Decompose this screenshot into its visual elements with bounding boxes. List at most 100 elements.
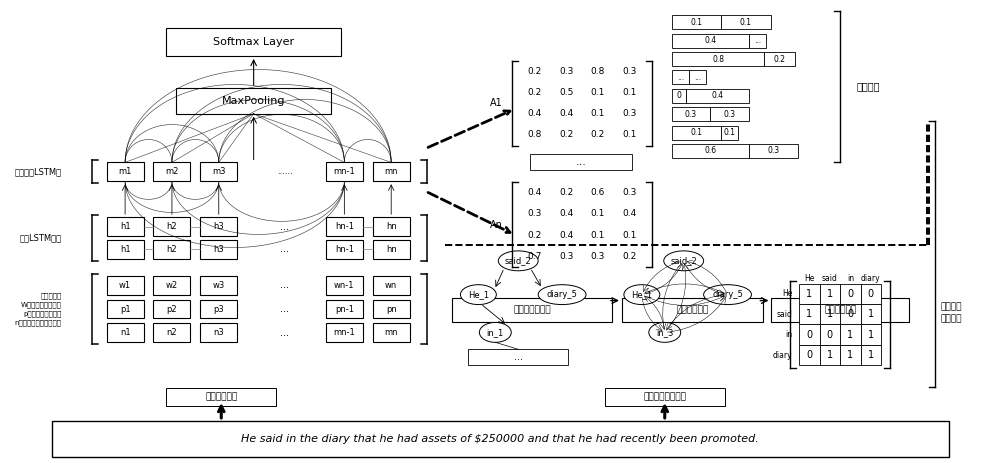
FancyBboxPatch shape	[176, 88, 331, 114]
FancyBboxPatch shape	[326, 300, 363, 319]
Text: 句子结构关系树: 句子结构关系树	[513, 306, 551, 314]
Text: 0.3: 0.3	[559, 252, 573, 261]
Text: 0.1: 0.1	[591, 209, 605, 219]
FancyBboxPatch shape	[200, 240, 237, 259]
FancyBboxPatch shape	[153, 276, 190, 294]
Text: Softmax Layer: Softmax Layer	[213, 37, 294, 47]
FancyBboxPatch shape	[820, 325, 840, 345]
FancyBboxPatch shape	[840, 304, 861, 325]
Text: He_1: He_1	[468, 290, 489, 299]
Bar	[672, 125, 721, 139]
Text: n3: n3	[213, 328, 224, 338]
Text: 1: 1	[868, 309, 874, 319]
Text: A1: A1	[490, 98, 503, 108]
FancyBboxPatch shape	[373, 276, 410, 294]
Text: diary_5: diary_5	[547, 290, 578, 299]
Text: 0.2: 0.2	[774, 55, 786, 63]
Text: 0.1: 0.1	[740, 18, 752, 27]
Text: ......: ......	[277, 167, 292, 176]
Ellipse shape	[460, 285, 496, 305]
FancyBboxPatch shape	[840, 325, 861, 345]
Text: w2: w2	[166, 281, 178, 290]
Text: 0.3: 0.3	[724, 110, 736, 119]
FancyBboxPatch shape	[820, 284, 840, 304]
FancyBboxPatch shape	[326, 217, 363, 236]
Text: He_1: He_1	[631, 290, 652, 299]
Bar	[686, 89, 749, 103]
Text: m1: m1	[118, 167, 132, 176]
Text: wn: wn	[385, 281, 397, 290]
Bar	[672, 15, 721, 29]
Text: 0.4: 0.4	[623, 209, 637, 219]
Text: ...: ...	[280, 328, 289, 338]
Text: n2: n2	[167, 328, 177, 338]
Text: ...: ...	[280, 280, 289, 290]
FancyBboxPatch shape	[820, 304, 840, 325]
Text: w3: w3	[213, 281, 225, 290]
Text: mn: mn	[384, 328, 398, 338]
Text: diary_5: diary_5	[712, 290, 743, 299]
Ellipse shape	[624, 285, 660, 305]
FancyBboxPatch shape	[107, 240, 144, 259]
Text: 0.3: 0.3	[685, 110, 697, 119]
FancyBboxPatch shape	[107, 276, 144, 294]
Bar	[672, 144, 749, 158]
FancyBboxPatch shape	[861, 304, 881, 325]
Bar	[689, 70, 706, 84]
FancyBboxPatch shape	[799, 284, 820, 304]
Text: 0.1: 0.1	[724, 128, 736, 137]
Text: 0.1: 0.1	[690, 128, 702, 137]
Text: 全连接关系图: 全连接关系图	[677, 306, 709, 314]
Text: 0.1: 0.1	[623, 88, 637, 97]
Text: in: in	[847, 274, 854, 283]
Bar	[672, 89, 686, 103]
FancyBboxPatch shape	[861, 325, 881, 345]
Text: hn: hn	[386, 245, 397, 254]
Text: 0.4: 0.4	[559, 109, 573, 119]
Text: 0: 0	[868, 289, 874, 299]
Text: p3: p3	[213, 305, 224, 313]
FancyBboxPatch shape	[622, 298, 763, 322]
Text: 1: 1	[827, 350, 833, 360]
FancyBboxPatch shape	[200, 324, 237, 342]
FancyBboxPatch shape	[799, 325, 820, 345]
FancyBboxPatch shape	[799, 345, 820, 365]
FancyBboxPatch shape	[153, 163, 190, 181]
FancyBboxPatch shape	[326, 240, 363, 259]
Text: h2: h2	[167, 222, 177, 231]
Text: 0.1: 0.1	[591, 231, 605, 240]
Text: 0.4: 0.4	[704, 36, 716, 45]
Text: 句法结构信息输入: 句法结构信息输入	[643, 393, 686, 401]
FancyBboxPatch shape	[166, 388, 276, 406]
FancyBboxPatch shape	[861, 284, 881, 304]
Text: pn-1: pn-1	[335, 305, 354, 313]
Text: 1: 1	[868, 330, 874, 340]
Text: mn-1: mn-1	[333, 328, 355, 338]
Text: ...: ...	[514, 352, 523, 362]
FancyBboxPatch shape	[373, 324, 410, 342]
FancyBboxPatch shape	[861, 345, 881, 365]
Text: diary: diary	[861, 274, 881, 283]
Text: 0.1: 0.1	[690, 18, 702, 27]
Text: hn-1: hn-1	[335, 222, 354, 231]
Text: 1: 1	[847, 350, 853, 360]
Text: 1: 1	[827, 289, 833, 299]
Text: 0.2: 0.2	[559, 131, 573, 139]
Text: 0.8: 0.8	[591, 67, 605, 76]
Text: 0.3: 0.3	[591, 252, 605, 261]
Text: 0: 0	[847, 289, 853, 299]
FancyBboxPatch shape	[52, 421, 949, 457]
FancyBboxPatch shape	[200, 300, 237, 319]
Bar	[710, 107, 749, 121]
FancyBboxPatch shape	[107, 163, 144, 181]
FancyBboxPatch shape	[799, 304, 820, 325]
Text: 0: 0	[827, 330, 833, 340]
Text: h1: h1	[120, 245, 130, 254]
Text: 注意力层: 注意力层	[856, 81, 880, 92]
Text: in_1: in_1	[487, 328, 504, 337]
Text: 0.2: 0.2	[527, 67, 541, 76]
Text: 1: 1	[868, 350, 874, 360]
FancyBboxPatch shape	[326, 276, 363, 294]
Text: 0: 0	[806, 350, 813, 360]
Text: 0.2: 0.2	[623, 252, 637, 261]
